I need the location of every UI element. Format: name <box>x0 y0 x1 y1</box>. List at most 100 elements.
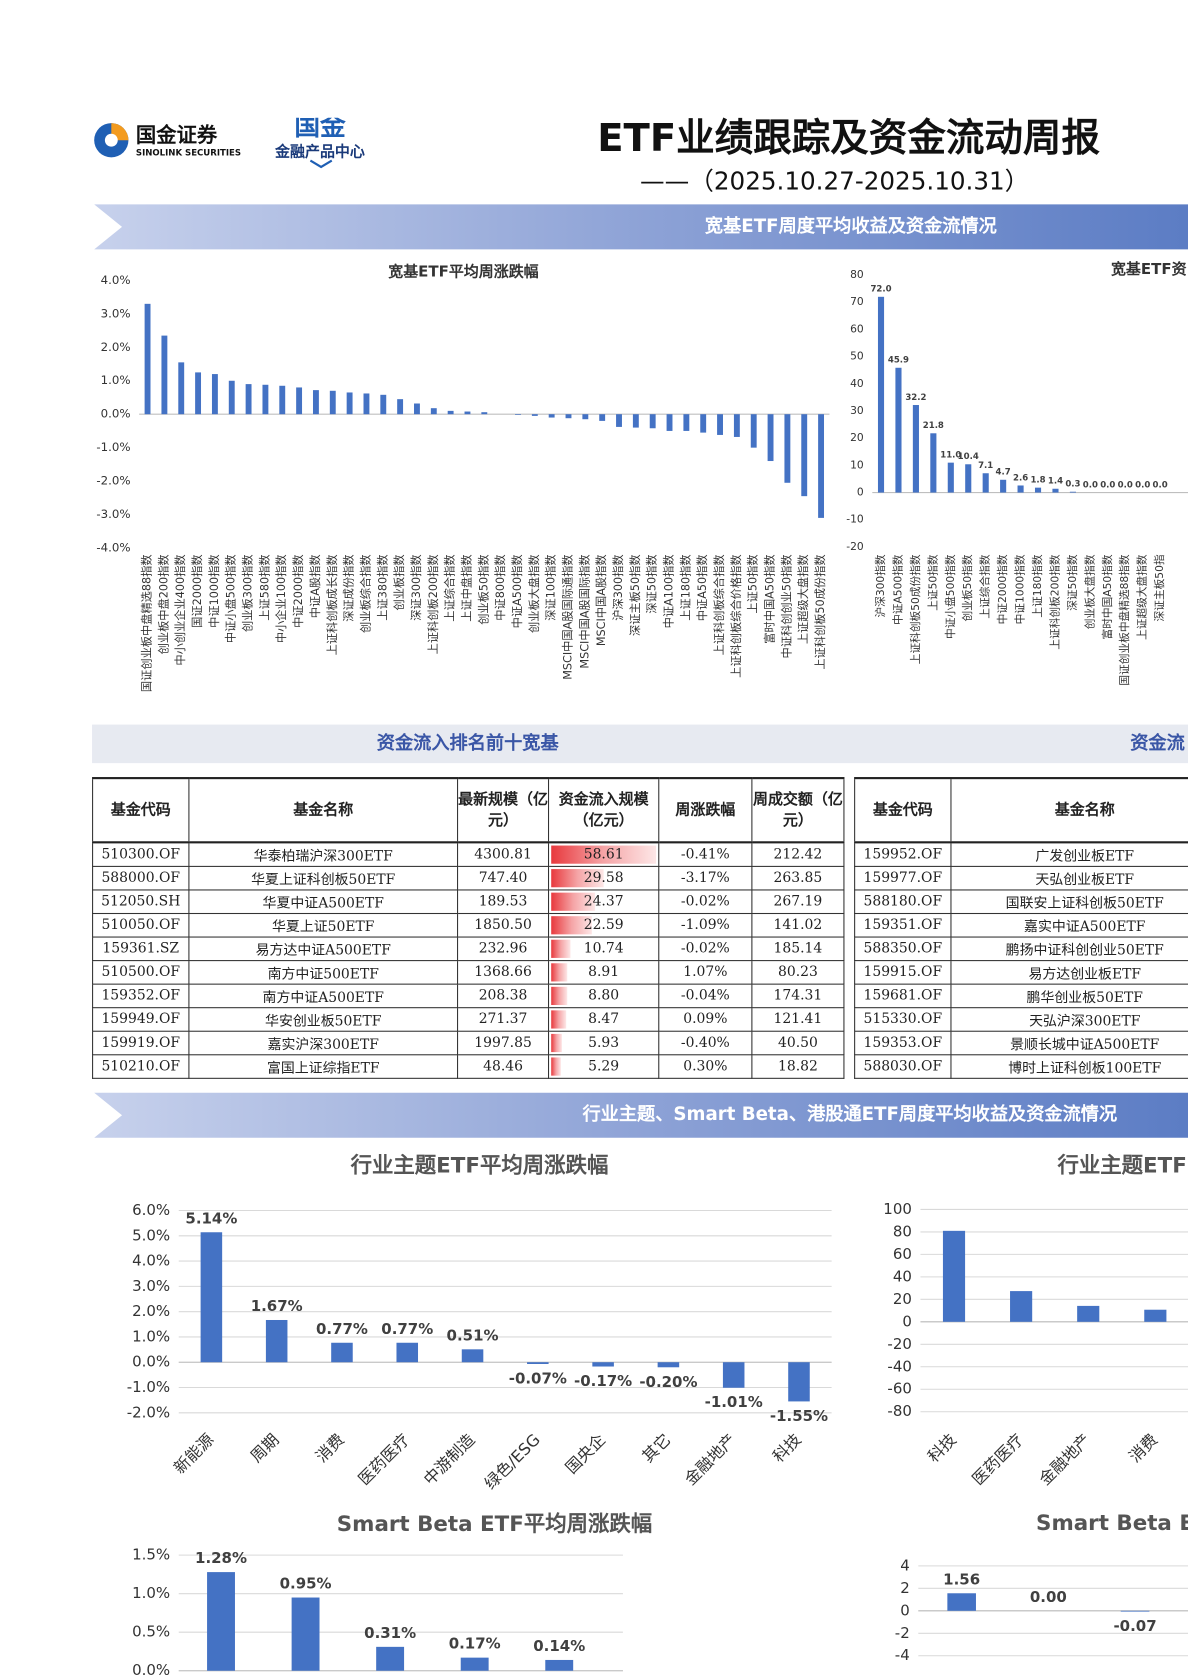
logo2-text: 国金 <box>294 118 346 142</box>
x-tick-label: 中证A500指数 <box>891 554 904 625</box>
table-cell: 1.07% <box>658 960 753 985</box>
table-row: 159361.SZ 易方达中证A500ETF 232.96 10.74 -0.02% 18… <box>92 936 845 962</box>
table-cell: 华安创业板50ETF <box>188 1007 459 1032</box>
x-tick-label: 上证科创板成长指数 <box>325 554 339 655</box>
table-cell: 华夏上证50ETF <box>188 912 459 938</box>
table-row: 510500.OF 南方中证500ETF 1368.66 8.91 1.07% 80.23 <box>92 960 845 985</box>
bar <box>245 384 252 415</box>
column-header: 基金名称 <box>188 777 459 844</box>
chart: 行业主题ETF -80 -60 -40 -20 0 20 40 60 80 100 科技 医药医疗 金融地… <box>883 1153 1188 1489</box>
table-cell: 1368.66 <box>457 960 550 985</box>
table-cell: -1.09% <box>658 912 753 938</box>
table-cell: 747.40 <box>457 865 550 891</box>
bar <box>207 1572 235 1671</box>
table-cell: 588350.OF <box>854 936 952 962</box>
bar <box>1069 491 1076 493</box>
x-tick-label: 中证A股指数 <box>308 554 322 618</box>
cell-text: 22.59 <box>583 917 624 934</box>
y-tick-label: 0 <box>900 1601 910 1619</box>
column-header: 周成交额（亿元） <box>751 777 845 844</box>
table-row: 159919.OF 嘉实沪深300ETF 1997.85 5.93 -0.40% 40.5… <box>92 1030 845 1056</box>
table-cell: 富国上证综指ETF <box>188 1054 459 1079</box>
bar <box>312 390 319 415</box>
table-cell: -0.40% <box>658 1030 753 1056</box>
chart: 宽基ETF资 -20 -10 0 10 20 30 40 50 60 70 80 72.0 沪深300指数… <box>846 260 1188 686</box>
table-cell: 510050.OF <box>92 912 190 938</box>
banner-text: 行业主题、Smart Beta、港股通ETF周度平均收益及资金流情况 <box>581 1103 1117 1125</box>
table-cell: 174.31 <box>751 983 845 1009</box>
bar <box>1052 488 1059 493</box>
cell-text: 8.91 <box>588 964 620 981</box>
data-label: 72.0 <box>870 285 891 295</box>
table-cell: 天弘创业板ETF <box>950 865 1188 891</box>
data-bar <box>551 916 592 935</box>
table-row: 515330.OF 天弘沪深300ETF <box>854 1007 1188 1032</box>
bar <box>515 414 521 415</box>
x-tick-label: 中小企业100指数 <box>274 554 288 643</box>
table-row: 159977.OF 天弘创业板ETF <box>854 865 1188 891</box>
table: 基金代码 基金名称 159952.OF 广发创业板ETF 159977.OF 天弘创业板E… <box>854 777 1188 1079</box>
y-tick-label: -3.0% <box>96 507 130 521</box>
data-label: -0.07% <box>509 1369 567 1387</box>
column-header: 资金流入规模（亿元） <box>547 777 660 844</box>
bar <box>582 414 589 420</box>
x-tick-label: 深证50指数 <box>645 554 659 613</box>
table-cell: 510500.OF <box>92 960 190 985</box>
data-label: 0.3 <box>1065 480 1080 490</box>
data-label: -1.55% <box>770 1407 828 1425</box>
y-tick-label: -4 <box>895 1646 910 1664</box>
x-tick-label: 新能源 <box>170 1430 217 1477</box>
x-tick-label: MSCI中国A股指数 <box>594 554 608 646</box>
y-tick-label: -2.0% <box>96 474 130 488</box>
x-tick-label: 上证50指数 <box>746 554 760 613</box>
bar <box>178 362 185 415</box>
x-tick-label: 沪深300指数 <box>611 554 625 620</box>
bar <box>396 1342 419 1363</box>
section-banner: 宽基ETF周度平均收益及资金流情况 <box>94 204 1188 250</box>
data-label: 0.0 <box>1135 480 1150 490</box>
table-row: 159351.OF 嘉实中证A500ETF <box>854 912 1188 938</box>
table-cell: 南方中证500ETF <box>188 960 459 985</box>
table-cell: 24.37 <box>547 889 660 915</box>
logo-icon <box>104 133 118 147</box>
table-cell: 159977.OF <box>854 865 952 891</box>
data-bar <box>551 939 571 958</box>
data-label: 1.28% <box>195 1549 247 1567</box>
x-tick-label: 上证综合指数 <box>443 554 457 621</box>
bar <box>632 414 639 428</box>
table-row: 159353.OF 景顺长城中证A500ETF <box>854 1030 1188 1056</box>
table-cell: 80.23 <box>751 960 845 985</box>
bar <box>942 1230 966 1322</box>
data-label: 1.56 <box>943 1570 980 1588</box>
table-cell: 212.42 <box>751 841 845 867</box>
table-cell: 鹏扬中证科创创业50ETF <box>950 936 1188 962</box>
table-cell: 18.82 <box>751 1054 845 1079</box>
table-cell: 0.09% <box>658 1007 753 1032</box>
bar <box>527 1362 549 1364</box>
table-row: 159915.OF 易方达创业板ETF <box>854 960 1188 985</box>
chart: Smart Beta ETF平均周涨跌幅 0.0% 0.5% 1.0% 1.5% 1.28… <box>132 1511 652 1679</box>
table-cell: -0.04% <box>658 983 753 1009</box>
bar <box>616 414 622 427</box>
x-tick-label: 深证100指数 <box>544 554 558 620</box>
table-cell: 512050.SH <box>92 889 190 915</box>
table-cell: 232.96 <box>457 936 550 962</box>
bar <box>211 374 218 415</box>
bar <box>592 1362 614 1367</box>
x-tick-label: 上证科创板综合价格指数 <box>729 554 743 677</box>
bar <box>877 296 885 493</box>
bar <box>331 1342 353 1363</box>
x-tick-label: 创业板综合指数 <box>358 554 372 633</box>
data-label: -0.07 <box>1113 1617 1156 1635</box>
x-tick-label: 中证800指数 <box>493 554 507 620</box>
table-cell: 159352.OF <box>92 983 190 1009</box>
x-tick-label: 上证科创板200指数 <box>1048 554 1061 650</box>
table-cell: 189.53 <box>457 889 550 915</box>
x-tick-label: 上证科创板综合指数 <box>712 554 726 655</box>
table-cell: 159952.OF <box>854 841 952 867</box>
x-tick-label: 中证2000指数 <box>996 554 1009 624</box>
column-header: 周涨跌幅 <box>658 777 753 844</box>
x-tick-label: 沪深300指数 <box>874 554 887 617</box>
data-label: 32.2 <box>905 393 926 403</box>
x-tick-label: 消费 <box>1125 1430 1161 1466</box>
